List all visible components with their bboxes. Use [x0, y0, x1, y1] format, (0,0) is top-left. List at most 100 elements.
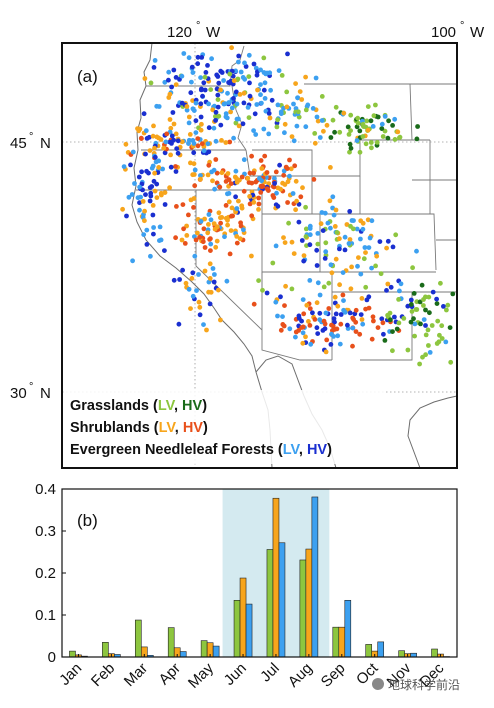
site-marker — [251, 301, 257, 307]
bar-chart-panel: 0 0.1 0.2 0.3 0.4 Jan Feb Mar Apr May Jun Jul Aug Se… — [35, 481, 458, 692]
site-marker — [188, 160, 193, 166]
site-marker — [191, 205, 196, 210]
site-marker — [348, 223, 353, 229]
site-marker — [324, 337, 330, 343]
site-marker — [333, 256, 339, 262]
site-marker — [314, 300, 320, 306]
site-marker — [382, 114, 388, 119]
site-marker — [234, 240, 240, 246]
site-marker — [210, 107, 216, 113]
site-marker — [370, 314, 376, 320]
site-marker — [289, 134, 295, 140]
site-marker — [415, 124, 420, 129]
site-marker — [156, 158, 162, 164]
site-marker — [234, 234, 240, 239]
site-marker — [228, 181, 234, 187]
site-marker — [218, 87, 224, 93]
site-marker — [195, 61, 201, 67]
site-marker — [211, 167, 217, 173]
site-marker — [141, 232, 147, 238]
x-tick-label-jul: Jul — [257, 660, 283, 686]
bar-s0-nov — [398, 650, 405, 658]
lon-tick-120-deg: 120 — [167, 24, 192, 41]
site-marker — [259, 166, 265, 171]
site-marker — [269, 97, 275, 103]
site-marker — [380, 134, 386, 139]
site-marker — [335, 303, 341, 309]
site-marker — [315, 241, 321, 247]
site-marker — [236, 198, 241, 204]
site-marker — [190, 172, 196, 178]
site-marker — [195, 54, 201, 60]
site-marker — [135, 195, 141, 201]
site-marker — [379, 126, 385, 131]
y-tick-label: 0 — [48, 649, 56, 666]
site-marker — [231, 96, 236, 101]
site-marker — [301, 258, 307, 264]
site-marker — [208, 241, 214, 247]
site-marker — [249, 213, 255, 219]
site-marker — [276, 68, 282, 73]
site-marker — [171, 137, 177, 143]
x-tick-label-jun: Jun — [221, 660, 250, 689]
site-marker — [320, 228, 326, 234]
site-marker — [205, 63, 210, 68]
site-marker — [342, 247, 348, 253]
bar-s2-apr — [179, 651, 187, 658]
site-marker — [177, 277, 183, 282]
site-marker — [384, 245, 389, 251]
site-marker — [282, 121, 288, 127]
site-marker — [249, 153, 255, 159]
site-marker — [370, 124, 376, 129]
site-marker — [408, 319, 414, 325]
site-marker — [234, 176, 239, 181]
lat-tick-30-degree: ° — [29, 381, 33, 393]
site-marker — [251, 128, 256, 134]
site-marker — [366, 245, 372, 251]
site-marker — [157, 238, 162, 244]
site-marker — [206, 279, 212, 285]
site-marker — [296, 316, 302, 321]
site-marker — [312, 140, 318, 146]
site-marker — [319, 118, 325, 123]
site-marker — [427, 310, 432, 316]
site-marker — [137, 184, 143, 190]
site-marker — [141, 111, 147, 117]
site-marker — [275, 117, 280, 123]
site-marker — [210, 266, 216, 271]
site-marker — [207, 301, 213, 307]
site-marker — [264, 170, 270, 175]
site-marker — [328, 342, 334, 347]
site-marker — [240, 121, 246, 127]
site-marker — [202, 268, 208, 274]
site-marker — [206, 162, 212, 168]
site-marker — [300, 340, 306, 346]
site-marker — [293, 329, 299, 335]
site-marker — [275, 102, 281, 108]
site-marker — [202, 245, 208, 250]
site-marker — [434, 296, 439, 302]
site-marker — [216, 113, 222, 119]
site-marker — [161, 145, 167, 151]
site-marker — [278, 327, 284, 333]
site-marker — [217, 184, 223, 190]
site-marker — [303, 74, 308, 80]
site-marker — [205, 172, 211, 178]
site-marker — [138, 135, 144, 141]
site-marker — [231, 135, 237, 141]
site-marker — [225, 90, 230, 96]
site-marker — [434, 301, 440, 306]
site-marker — [160, 166, 166, 172]
site-marker — [384, 288, 389, 293]
site-marker — [199, 121, 204, 127]
site-marker — [252, 111, 258, 117]
site-marker — [323, 249, 329, 255]
legend-shrublands-close: ) — [203, 420, 208, 436]
site-marker — [201, 322, 206, 327]
site-marker — [188, 90, 194, 96]
site-marker — [206, 212, 212, 217]
site-marker — [360, 321, 366, 327]
site-marker — [356, 255, 361, 260]
site-marker — [173, 75, 179, 80]
site-marker — [198, 173, 203, 178]
